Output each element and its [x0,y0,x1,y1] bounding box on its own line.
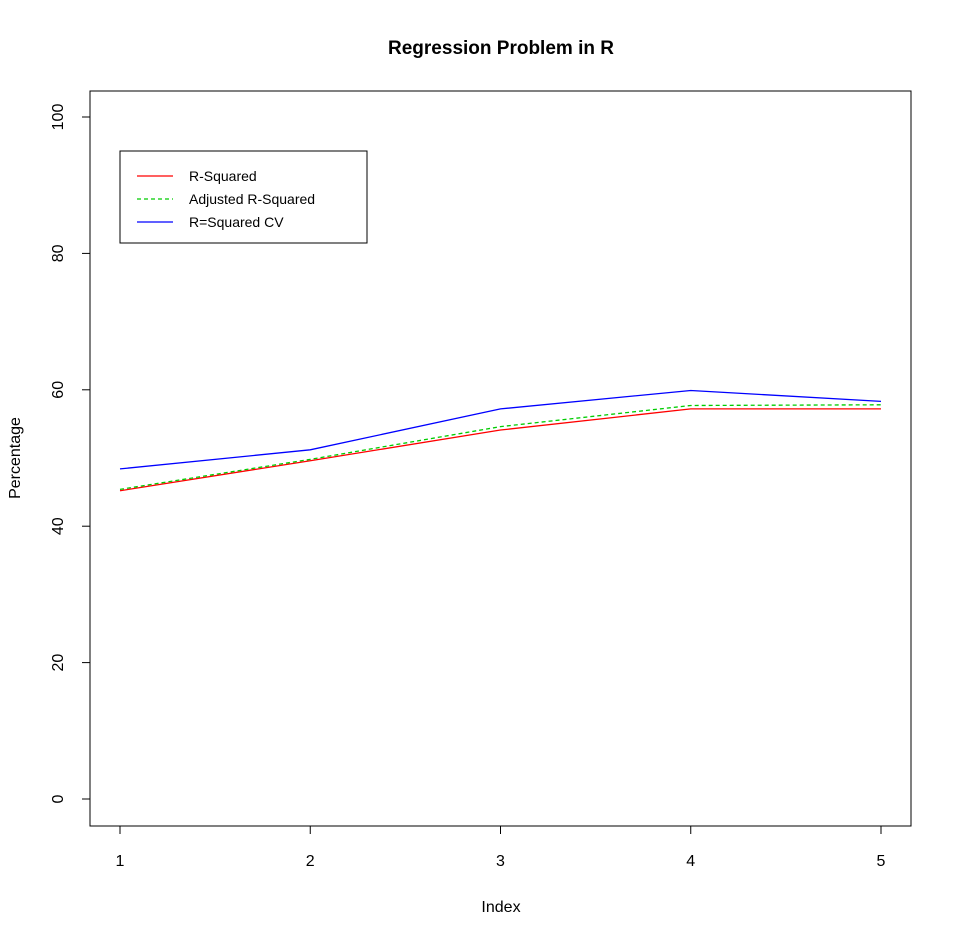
series-lines [119,389,882,492]
chart-title: Regression Problem in R [388,38,614,59]
series-line-0 [119,408,881,492]
x-tick-label: 3 [496,853,505,870]
x-axis-label: Index [481,899,520,916]
y-tick-label: 20 [50,654,67,672]
y-axis: 0 20 40 60 80 100 [50,104,91,803]
legend-label-0: R-Squared [189,168,257,184]
y-tick-label: 80 [50,244,67,262]
x-axis: 1 2 3 4 5 [116,825,886,870]
y-tick-label: 100 [50,104,67,131]
series-line-1 [119,404,882,491]
legend-label-2: R=Squared CV [189,214,284,230]
x-tick-label: 2 [306,853,315,870]
x-tick-label: 4 [686,853,695,870]
y-tick-label: 0 [50,794,67,803]
y-tick-label: 60 [50,381,67,399]
y-axis-label: Percentage [7,417,24,499]
legend-box [119,150,368,244]
legend-label-1: Adjusted R-Squared [189,191,315,207]
legend-entries: R-Squared Adjusted R-Squared R=Squared CV [137,168,315,230]
y-tick-label: 40 [50,517,67,535]
series-line-2 [119,389,882,470]
legend: R-Squared Adjusted R-Squared R=Squared CV [119,150,368,244]
x-tick-label: 1 [116,853,125,870]
x-tick-label: 5 [877,853,886,870]
